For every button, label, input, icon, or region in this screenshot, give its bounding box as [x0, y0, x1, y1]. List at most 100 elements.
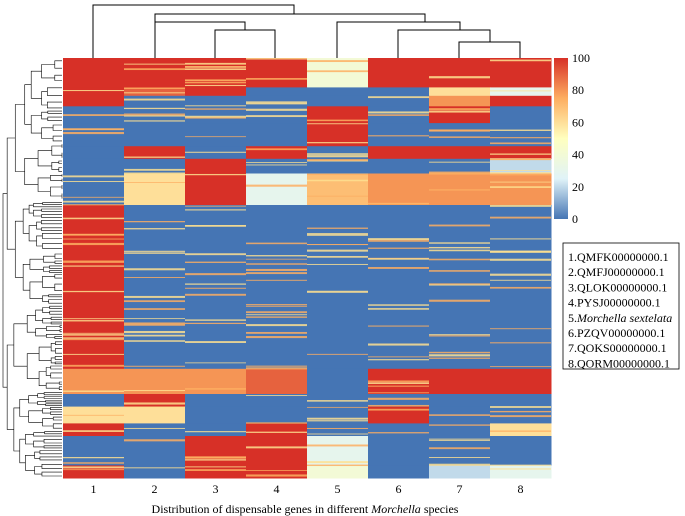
heatmap-stripe	[307, 417, 368, 420]
heatmap-cell	[63, 205, 125, 370]
heatmap-stripe	[429, 258, 490, 261]
heatmap-stripe	[490, 342, 551, 344]
legend: 1.QMFK00000000.12.QMFJ00000000.13.QLOK00…	[568, 250, 672, 370]
heatmap-stripe	[490, 142, 551, 145]
heatmap-stripe	[124, 439, 185, 442]
legend-entry: 8.QORM00000000.1	[568, 356, 670, 370]
heatmap-stripe	[63, 353, 124, 355]
col-dendro-link	[458, 41, 521, 58]
col-dendro-link	[214, 29, 276, 58]
heatmap-stripe	[490, 251, 551, 253]
heatmap-stripe	[429, 414, 490, 416]
heatmap-cell	[490, 436, 552, 466]
heatmap-stripe	[429, 424, 490, 426]
heatmap-cell	[185, 406, 247, 424]
heatmap-stripe	[429, 76, 490, 79]
heatmap-stripe	[124, 63, 185, 65]
heatmap-stripe	[185, 115, 246, 118]
heatmap-stripe	[124, 252, 185, 254]
heatmap-stripe	[246, 164, 307, 166]
heatmap-stripe	[490, 173, 551, 176]
heatmap-cell	[185, 394, 247, 408]
heatmap-stripe	[124, 300, 185, 303]
heatmap-stripe	[185, 66, 246, 68]
heatmap-stripe	[429, 242, 490, 244]
heatmap-stripe	[490, 129, 551, 131]
heatmap-stripe	[368, 258, 429, 260]
heatmap-stripe	[307, 234, 368, 236]
heatmap-cell	[429, 368, 491, 395]
heatmap-stripe	[307, 406, 368, 408]
heatmap-stripe	[490, 286, 551, 289]
legend-entry: 1.QMFK00000000.1	[568, 250, 669, 264]
heatmap-cell	[185, 58, 247, 88]
heatmap-stripe	[185, 173, 246, 176]
caption-before: Distribution of dispensable genes in dif…	[152, 502, 372, 516]
heatmap-stripe	[490, 170, 551, 171]
col-dendro-link	[397, 29, 491, 58]
heatmap-cell	[368, 205, 430, 370]
colorbar-tick-label: 60	[572, 115, 584, 129]
heatmap-stripe	[307, 255, 368, 258]
heatmap-stripe	[490, 415, 551, 418]
heatmap-stripe	[429, 283, 490, 285]
heatmap-cell	[307, 106, 369, 124]
heatmap-cell	[124, 95, 186, 107]
heatmap-stripe	[368, 432, 429, 434]
heatmap-stripe	[429, 439, 490, 441]
heatmap-cell	[63, 394, 125, 408]
heatmap-stripe	[185, 431, 246, 433]
heatmap-stripe	[63, 364, 124, 367]
heatmap-cell	[185, 423, 247, 437]
heatmap-stripe	[185, 388, 246, 390]
heatmap-stripe	[63, 430, 124, 432]
heatmap-cell	[490, 423, 552, 437]
col-dendro-link	[336, 21, 461, 58]
heatmap-stripe	[307, 174, 368, 176]
heatmap-stripe	[490, 159, 551, 161]
heatmap-stripe	[63, 196, 124, 198]
heatmap-stripe	[429, 108, 490, 111]
heatmap-stripe	[124, 330, 185, 334]
heatmap-cell	[368, 58, 430, 88]
heatmap-stripe	[246, 316, 307, 318]
heatmap-cell	[185, 205, 247, 370]
heatmap-cell	[246, 58, 308, 88]
heatmap-cell	[246, 158, 308, 174]
heatmap-stripe	[307, 460, 368, 462]
heatmap-stripe	[63, 265, 124, 267]
heatmap-stripe	[368, 343, 429, 346]
heatmap-stripe	[429, 335, 490, 337]
heatmap-stripe	[490, 90, 551, 92]
heatmap-cell	[246, 123, 308, 147]
heatmap-cell	[246, 423, 308, 437]
heatmap-stripe	[490, 328, 551, 330]
heatmap-cell	[185, 465, 247, 479]
column-tick-labels: 1 2 3 4 5 6 7 8	[91, 482, 524, 496]
heatmap-cell	[429, 123, 491, 147]
heatmap-stripe	[63, 114, 124, 117]
heatmap-cell	[490, 95, 552, 107]
heatmap-stripe	[185, 261, 246, 263]
heatmap-stripe	[307, 179, 368, 182]
heatmap-stripe	[124, 172, 185, 175]
heatmap-stripe	[307, 244, 368, 245]
heatmap-stripe	[246, 422, 307, 424]
heatmap-stripe	[124, 322, 185, 325]
heatmap-cell	[490, 465, 552, 479]
heatmap-cell	[368, 146, 430, 160]
heatmap-cell	[307, 158, 369, 174]
heatmap-stripe	[307, 123, 368, 125]
heatmap-stripe	[185, 293, 246, 296]
heatmap-cell	[63, 173, 125, 206]
heatmap-cell	[246, 394, 308, 408]
heatmap-stripe	[124, 68, 185, 71]
heatmap-stripe	[490, 430, 551, 432]
heatmap-stripe	[368, 356, 429, 358]
heatmap-stripe	[124, 295, 185, 298]
heatmap-stripe	[63, 332, 124, 334]
heatmap-cell	[368, 87, 430, 97]
heatmap-cell	[185, 436, 247, 466]
heatmap-stripe	[368, 135, 429, 137]
